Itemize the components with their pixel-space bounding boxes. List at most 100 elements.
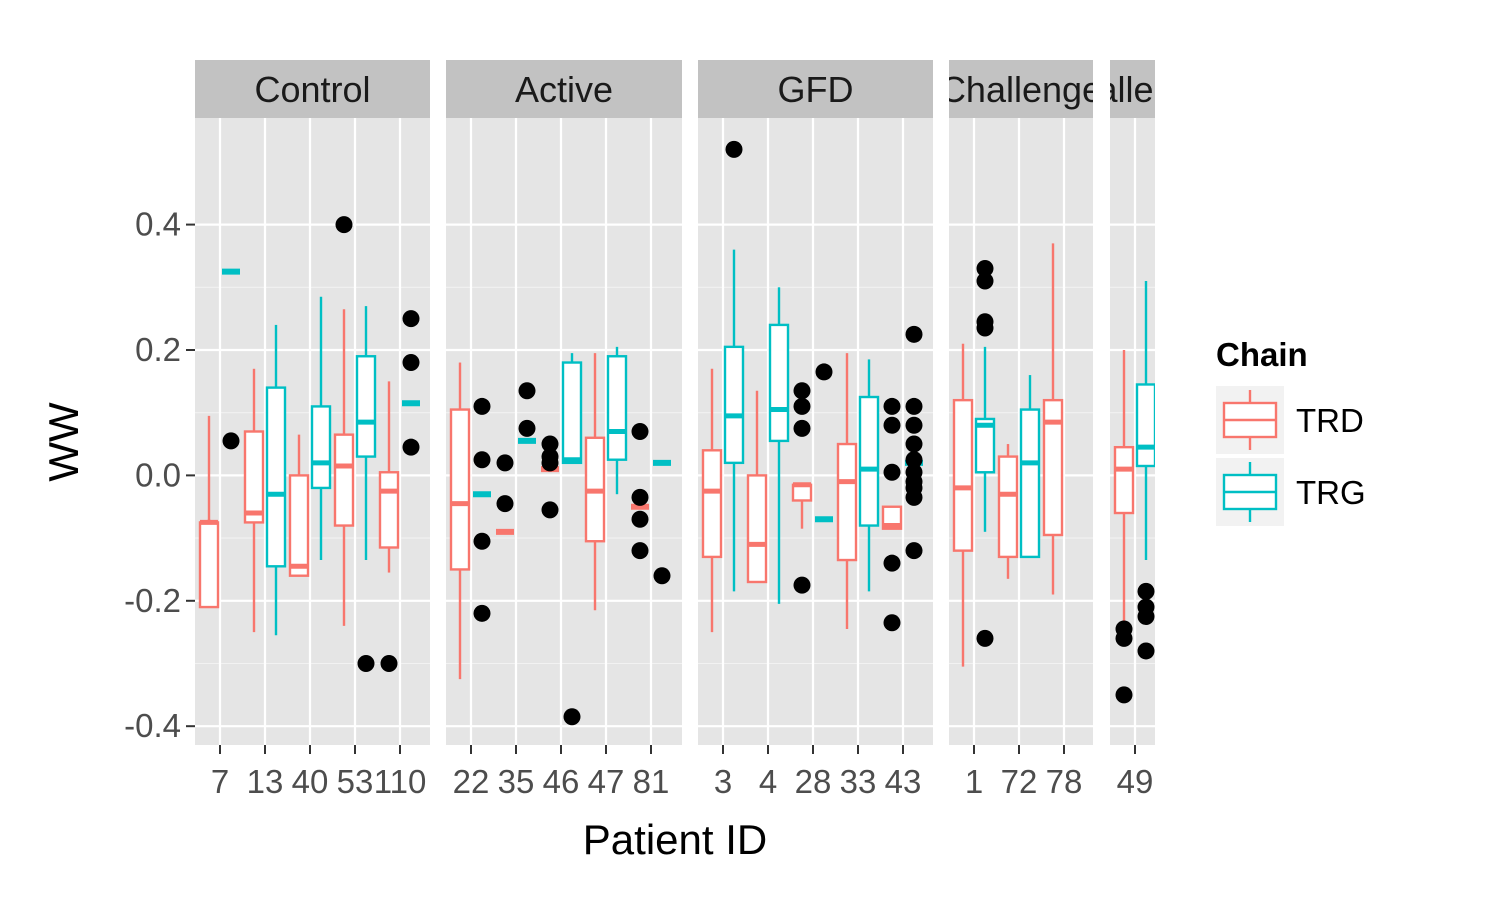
outlier-point <box>905 488 923 506</box>
box-iqr <box>952 398 974 552</box>
y-axis-title: WW <box>40 402 87 482</box>
x-tick-label: 35 <box>498 763 535 800</box>
outlier-point <box>380 654 398 672</box>
strip-background <box>195 60 430 118</box>
facet-strip: Control <box>195 60 430 118</box>
x-tick-label: 81 <box>633 763 670 800</box>
outlier-point <box>815 363 833 381</box>
outlier-point <box>518 382 536 400</box>
outlier-point <box>883 614 901 632</box>
facet-panel-3: Challenge <box>949 60 1093 745</box>
outlier-point <box>976 319 994 337</box>
box-trd <box>333 216 355 626</box>
x-tick-label: 1 <box>965 763 983 800</box>
x-tick-label: 3 <box>714 763 732 800</box>
facet-boxes <box>952 243 1064 667</box>
x-tick-label: 53 <box>337 763 374 800</box>
box-iqr <box>1113 445 1135 515</box>
box-trg <box>402 310 420 456</box>
facet-strip: Challenge <box>1110 60 1155 118</box>
box-trg <box>561 353 583 726</box>
y-tick-label: -0.2 <box>124 582 181 619</box>
outlier-point <box>473 397 491 415</box>
box-trg <box>355 306 377 672</box>
outlier-point <box>631 423 649 440</box>
facet-boxes <box>449 346 671 726</box>
outlier-point <box>883 554 901 572</box>
box-trd <box>701 368 723 633</box>
outlier-point <box>541 501 559 519</box>
outlier-point <box>1115 629 1133 647</box>
facet-panel-0: Control <box>195 60 430 745</box>
box-trd <box>378 381 400 672</box>
box-trg <box>768 287 790 604</box>
outlier-point <box>725 140 743 158</box>
y-tick-label: 0.2 <box>135 331 181 368</box>
outlier-point <box>541 454 559 472</box>
outlier-point <box>402 310 420 328</box>
box-iqr <box>355 355 377 458</box>
x-tick-label: 13 <box>247 763 284 800</box>
box-trd <box>243 368 265 633</box>
box-iqr <box>198 521 220 609</box>
outlier-point <box>793 397 811 415</box>
outlier-point <box>905 451 923 469</box>
outlier-point <box>883 416 901 434</box>
box-trg <box>310 296 332 561</box>
outlier-point <box>473 604 491 622</box>
x-tick-label: 43 <box>885 763 922 800</box>
x-tick-label: 78 <box>1046 763 1083 800</box>
box-iqr <box>701 449 723 559</box>
box-trd <box>631 423 649 560</box>
outlier-point <box>563 708 581 726</box>
legend-entry-label: TRD <box>1296 402 1364 439</box>
outlier-point <box>518 419 536 437</box>
box-trg <box>815 363 833 523</box>
box-iqr <box>378 471 400 549</box>
box-trd <box>198 415 220 609</box>
strip-background <box>446 60 682 118</box>
outlier-point <box>1137 642 1155 660</box>
legend-entry-label: TRG <box>1296 474 1366 511</box>
box-iqr <box>974 417 996 474</box>
outlier-point <box>631 488 649 506</box>
x-tick-label: 47 <box>588 763 625 800</box>
box-trd <box>1042 243 1064 595</box>
facet-panel-1: Active <box>446 60 682 745</box>
outlier-point <box>905 435 923 453</box>
outlier-point <box>883 463 901 481</box>
outlier-point <box>793 382 811 400</box>
outlier-point <box>905 416 923 434</box>
box-trg <box>974 259 996 647</box>
box-iqr <box>997 455 1019 559</box>
box-iqr <box>561 361 583 465</box>
y-tick-label: 0.0 <box>135 456 181 493</box>
outlier-point <box>631 542 649 560</box>
outlier-point <box>357 654 375 672</box>
box-iqr <box>606 355 628 461</box>
strip-background <box>1110 60 1155 118</box>
legend-title: Chain <box>1216 336 1308 373</box>
box-trd <box>584 353 606 611</box>
outlier-point <box>1137 607 1155 625</box>
box-iqr <box>1019 408 1041 559</box>
outlier-point <box>541 435 559 453</box>
strip-background <box>949 60 1093 118</box>
outlier-point <box>793 419 811 437</box>
x-tick-label: 22 <box>453 763 490 800</box>
x-axis-title: Patient ID <box>583 816 767 863</box>
facet-panel-2: GFD <box>698 60 933 745</box>
outlier-point <box>473 532 491 550</box>
outlier-point <box>222 432 240 450</box>
outlier-point <box>883 397 901 415</box>
box-iqr <box>310 405 332 490</box>
outlier-point <box>976 259 994 277</box>
box-trd <box>288 434 310 577</box>
x-tick-label: 110 <box>374 763 427 800</box>
facet-strip: Challenge <box>949 60 1093 118</box>
outlier-point <box>402 438 420 456</box>
box-trd <box>997 444 1019 579</box>
box-trd <box>746 390 768 584</box>
outlier-point <box>496 454 514 472</box>
